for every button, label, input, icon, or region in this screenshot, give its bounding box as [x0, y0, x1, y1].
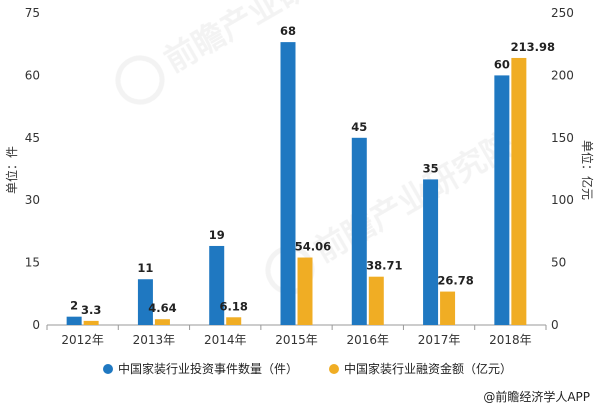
- data-label-financing-amount: 38.71: [366, 259, 402, 273]
- axes: 2012年 2013年 2014年 2015年 2016年 2017年 2018年 0 15 3…: [4, 6, 595, 347]
- x-tick-label: 2014年: [204, 333, 247, 347]
- y-left-tick-label: 60: [25, 68, 40, 82]
- bar-financing-amount: [226, 317, 242, 325]
- y-left-tick-label: 75: [25, 6, 40, 20]
- x-tick-label: 2018年: [489, 333, 532, 347]
- y-right-tick-label: 50: [551, 256, 566, 270]
- data-label-financing-amount: 3.3: [81, 303, 101, 317]
- x-tick-label: 2017年: [418, 333, 461, 347]
- bar-investment-count: [423, 179, 439, 325]
- x-tick-label: 2012年: [61, 333, 104, 347]
- y-left-tick-label: 15: [25, 256, 40, 270]
- y-left-tick-label: 0: [32, 318, 40, 332]
- y-right-tick-label: 250: [551, 6, 574, 20]
- bar-financing-amount: [154, 319, 170, 325]
- bar-investment-count: [209, 245, 225, 325]
- bar-investment-count: [494, 75, 510, 326]
- bar-financing-amount: [511, 57, 527, 325]
- x-tick-label: 2013年: [133, 333, 176, 347]
- data-label-financing-amount: 4.64: [148, 301, 176, 315]
- legend-marker-investment-count: [103, 364, 113, 374]
- data-label-financing-amount: 54.06: [295, 240, 331, 254]
- x-tick-label: 2016年: [347, 333, 390, 347]
- watermark-layer: 前瞻产业研究院 前瞻产业研究院: [115, 0, 521, 295]
- y-left-axis-title: 单位：件: [4, 146, 19, 194]
- y-left-tick-label: 30: [25, 193, 40, 207]
- y-left-axis-ticks: 0 15 30 45 60 75: [25, 6, 40, 332]
- y-right-tick-label: 100: [551, 193, 574, 207]
- data-label-investment-count: 11: [137, 261, 153, 275]
- data-label-investment-count: 45: [351, 120, 367, 134]
- legend: 中国家装行业投资事件数量（件） 中国家装行业融资金额（亿元）: [103, 361, 512, 376]
- bar-financing-amount: [440, 291, 456, 325]
- x-tick-label: 2015年: [275, 333, 318, 347]
- bar-investment-count: [137, 279, 153, 325]
- watermark-text: 前瞻产业研究院: [158, 0, 371, 80]
- watermark-logo-icon: [115, 55, 165, 105]
- data-label-investment-count: 68: [280, 24, 296, 38]
- y-right-tick-label: 150: [551, 131, 574, 145]
- y-left-tick-label: 45: [25, 131, 40, 145]
- bar-investment-count: [280, 42, 296, 326]
- legend-label-investment-count: 中国家装行业投资事件数量（件）: [118, 361, 298, 376]
- data-labels: 2 11 19 68 45 35 60 3.3 4.64 6.18 54.06 38.71 26.78 2…: [70, 24, 555, 317]
- data-label-investment-count: 19: [209, 228, 225, 242]
- y-right-axis-ticks: 0 50 100 150 200 250: [551, 6, 574, 332]
- bar-financing-amount: [368, 276, 384, 325]
- watermark-text: 前瞻产业研究院: [308, 125, 521, 270]
- bars: [66, 42, 527, 326]
- bar-financing-amount: [83, 320, 99, 325]
- data-label-investment-count: 35: [423, 161, 439, 175]
- data-label-financing-amount: 213.98: [511, 40, 555, 54]
- y-right-tick-label: 0: [551, 318, 559, 332]
- bar-investment-count: [351, 137, 367, 325]
- legend-marker-financing-amount: [329, 364, 339, 374]
- data-label-investment-count: 60: [494, 57, 510, 71]
- y-right-axis-title: 单位：亿元: [580, 140, 595, 200]
- bar-investment-count: [66, 316, 82, 325]
- source-credit: @前瞻经济学人APP: [483, 389, 590, 404]
- data-label-financing-amount: 6.18: [220, 299, 248, 313]
- data-label-financing-amount: 26.78: [437, 274, 473, 288]
- data-label-investment-count: 2: [70, 299, 78, 313]
- legend-label-financing-amount: 中国家装行业融资金额（亿元）: [344, 361, 512, 376]
- y-right-tick-label: 200: [551, 68, 574, 82]
- x-axis-ticks: 2012年 2013年 2014年 2015年 2016年 2017年 2018年: [46, 325, 547, 347]
- bar-financing-amount: [297, 257, 313, 325]
